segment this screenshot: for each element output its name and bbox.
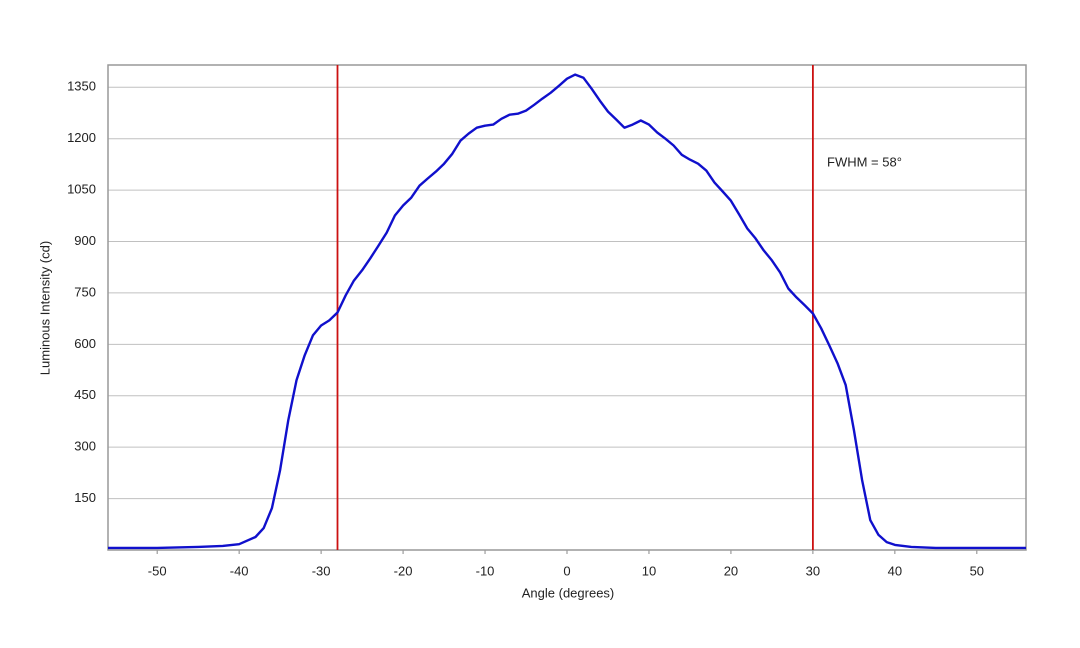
data-line <box>108 73 1026 550</box>
x-tick-label: 40 <box>888 563 902 578</box>
y-tick-label: 600 <box>74 336 96 351</box>
x-tick-label: 20 <box>724 563 738 578</box>
x-tick-label: -40 <box>230 563 249 578</box>
y-tick-label: 300 <box>74 439 96 454</box>
y-tick-label: 1050 <box>67 182 96 197</box>
y-tick-label: 1200 <box>67 130 96 145</box>
y-tick-label: 900 <box>74 233 96 248</box>
x-tick-label: -50 <box>148 563 167 578</box>
x-tick-label: 30 <box>806 563 820 578</box>
x-tick-label: -10 <box>476 563 495 578</box>
y-tick-label: 750 <box>74 284 96 299</box>
plot-frame <box>107 64 1027 551</box>
y-axis-label: Luminous Intensity (cd) <box>37 241 52 375</box>
annotation: FWHM = 58° <box>827 154 902 169</box>
y-tick-label: 150 <box>74 490 96 505</box>
x-tick-label: -20 <box>394 563 413 578</box>
x-axis-label: Angle (degrees) <box>522 585 615 600</box>
x-tick-label: 50 <box>970 563 984 578</box>
x-tick-label: 0 <box>563 563 570 578</box>
y-tick-label: 1350 <box>67 79 96 94</box>
x-tick-label: -30 <box>312 563 331 578</box>
x-tick-label: 10 <box>642 563 656 578</box>
y-tick-label: 450 <box>74 387 96 402</box>
